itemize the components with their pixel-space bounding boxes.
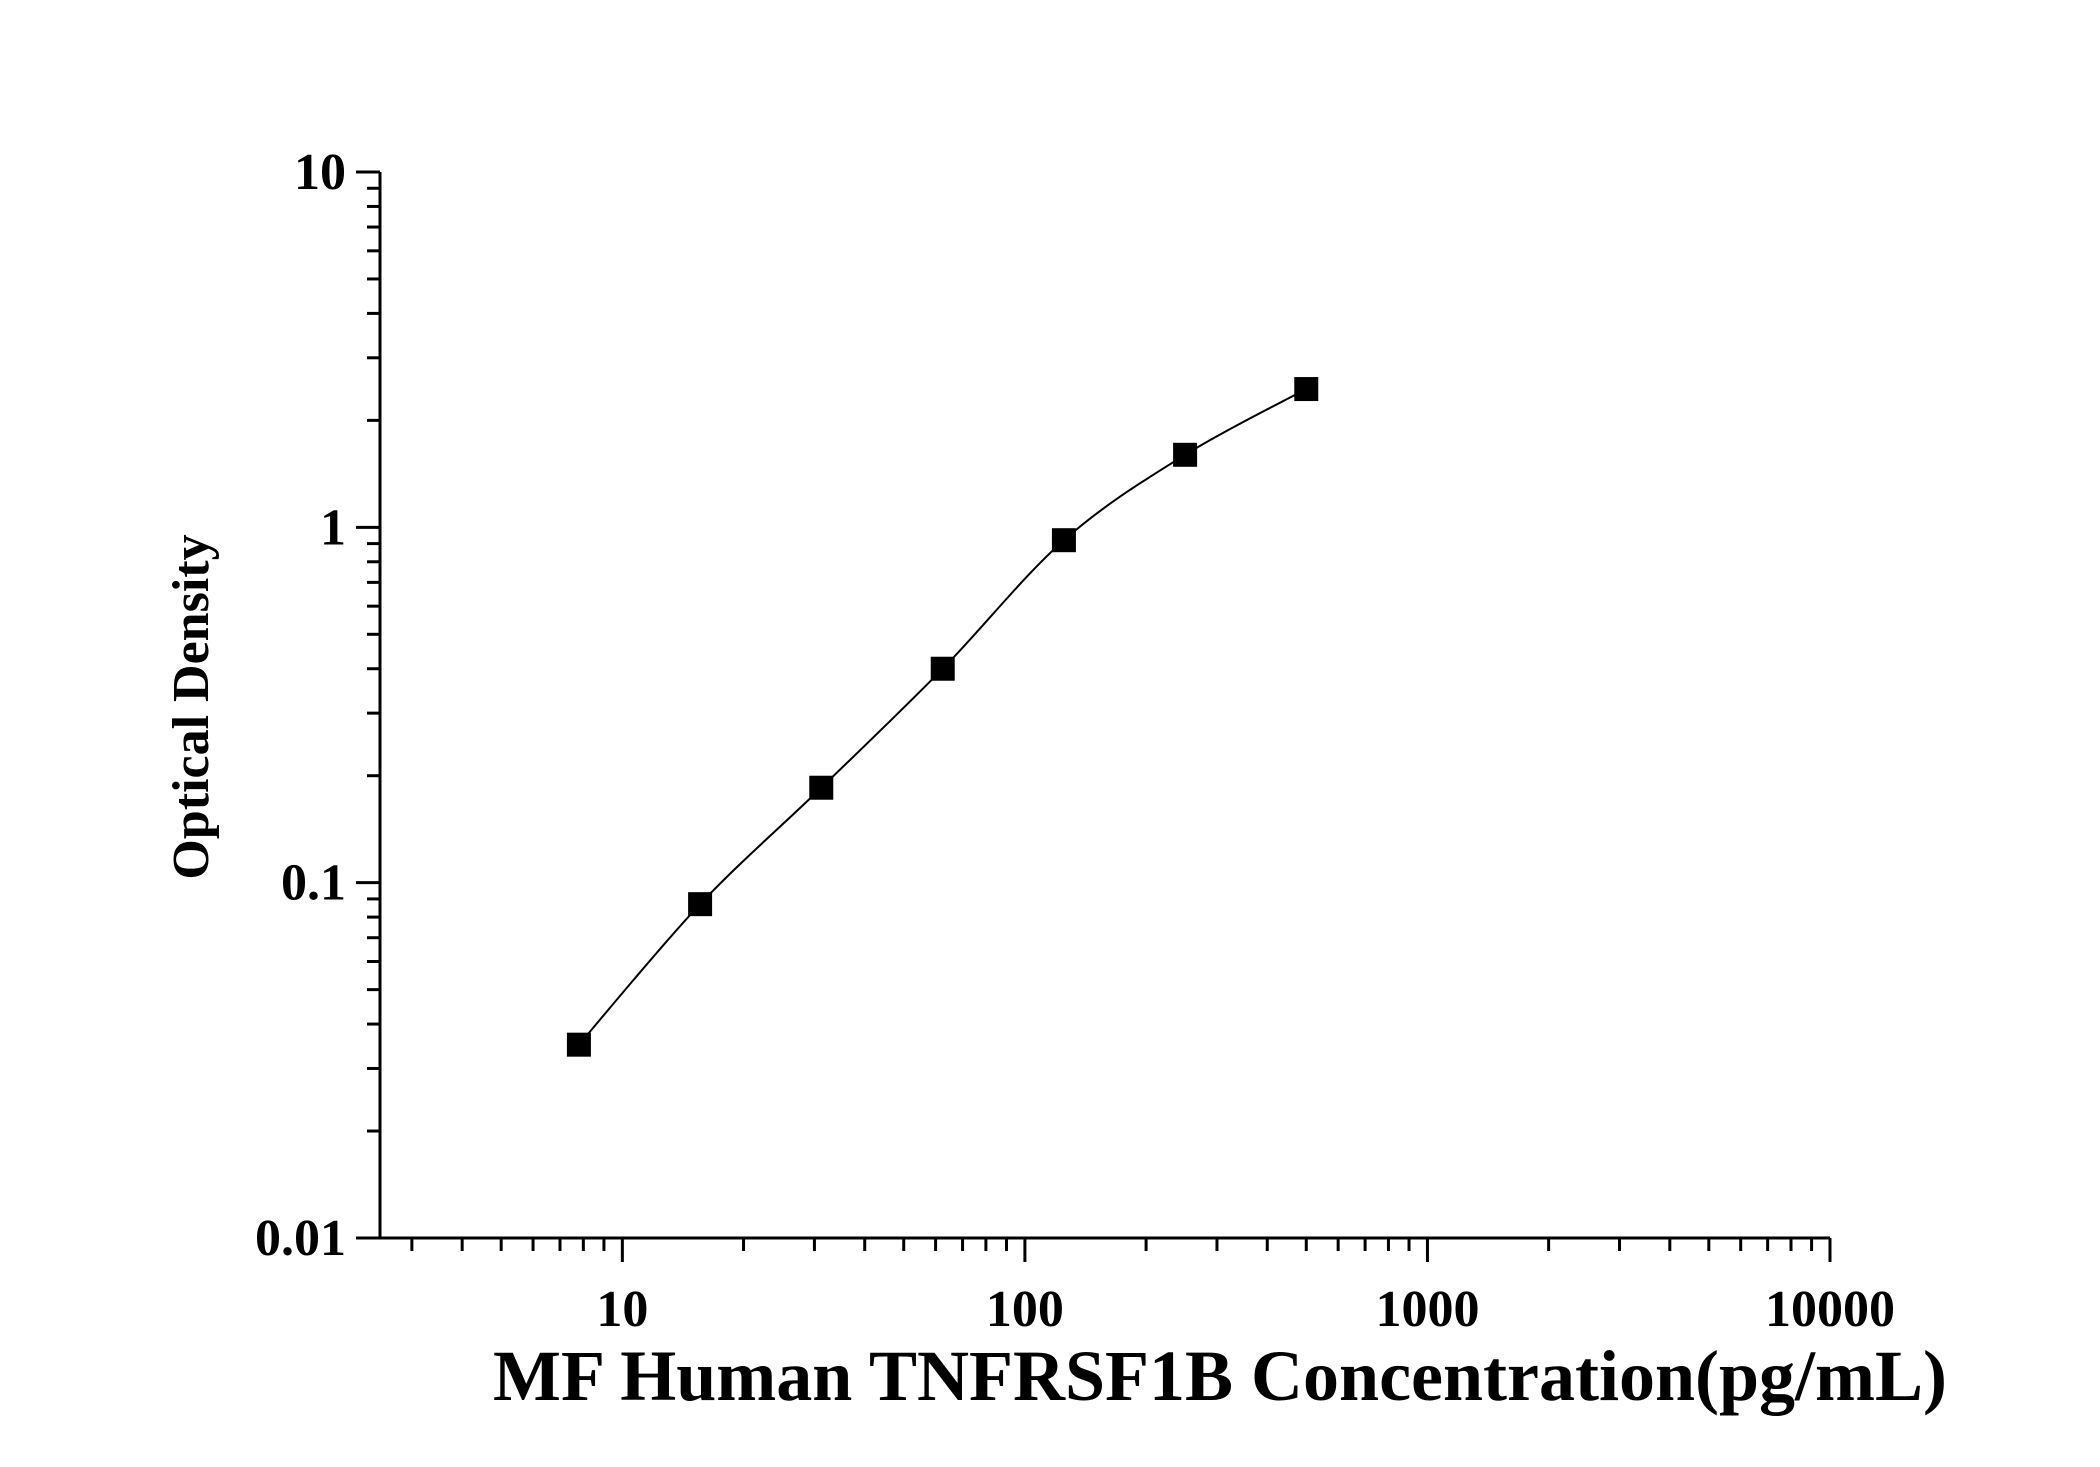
x-axis-title: MF Human TNFRSF1B Concentration(pg/mL)	[493, 1336, 1947, 1416]
x-tick-label: 1000	[1375, 1281, 1479, 1338]
data-point	[1173, 442, 1198, 467]
axes	[378, 172, 1830, 1240]
y-tick-label: 0.01	[255, 1210, 346, 1267]
x-tick-label: 100	[986, 1281, 1064, 1338]
data-point	[688, 892, 713, 917]
x-tick-label: 10000	[1765, 1281, 1895, 1338]
data-point	[809, 775, 834, 800]
data-point	[1294, 377, 1319, 402]
y-axis-title: Optical Density	[163, 534, 220, 879]
data-series	[566, 377, 1319, 1057]
data-point	[1051, 528, 1076, 553]
axis-ticks	[356, 170, 1832, 1262]
y-tick-label: 10	[294, 144, 346, 201]
data-point	[930, 656, 955, 681]
data-point	[566, 1032, 591, 1057]
y-tick-label: 0.1	[281, 855, 346, 912]
x-tick-label: 10	[596, 1281, 648, 1338]
axis-tick-labels: 10 100 1000 10000 0.01 0.1 1 10	[255, 144, 1895, 1338]
y-tick-label: 1	[320, 499, 346, 556]
series-line	[578, 388, 1307, 1046]
